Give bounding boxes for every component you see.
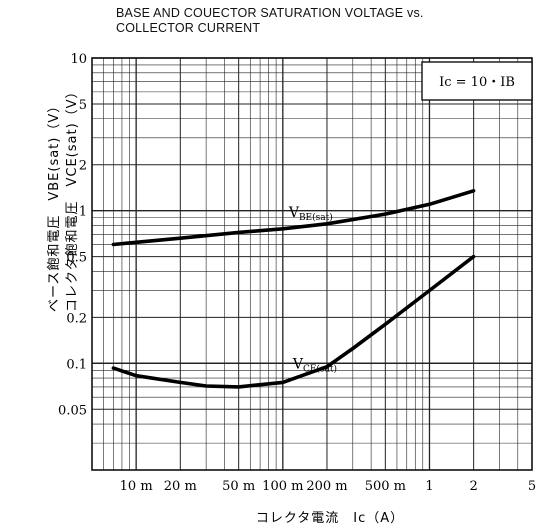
y-tick-labels: 10 5 2 1 0.5 0.2 0.1 0.05 [58, 52, 87, 418]
vbe-sat-label: VBE(sat) [288, 205, 333, 223]
y-tick-label: 0.5 [66, 251, 87, 266]
y-axis-label-vbe: ベース飽和電圧 VBE(sat)（V） [47, 99, 62, 312]
series-labels: VBE(sat) VCE(sat) [288, 205, 337, 375]
vbe-sat-line [111, 189, 476, 247]
chart-title-line-2: COLLECTOR CURRENT [116, 21, 261, 35]
vce-sat-label: VCE(sat) [292, 356, 337, 374]
y-tick-label: 1 [79, 205, 87, 220]
series-lines [111, 189, 476, 389]
vce-sat-line [111, 254, 476, 389]
x-tick-label: 100 m [262, 479, 303, 494]
chart-title: BASE AND COUECTOR SATURATION VOLTAGE vs.… [116, 6, 536, 36]
x-tick-label: 200 m [306, 479, 347, 494]
y-tick-label: 0.1 [66, 357, 87, 372]
y-tick-label: 10 [70, 52, 87, 67]
x-tick-labels: 10 m 20 m 50 m 100 m 200 m 500 m 1 2 5 [120, 479, 536, 494]
chart-title-line-1: BASE AND COUECTOR SATURATION VOLTAGE vs. [116, 6, 424, 20]
x-tick-label: 20 m [164, 479, 197, 494]
y-tick-label: 5 [79, 98, 87, 113]
x-axis-label: コレクタ電流 Ic（A） [256, 511, 404, 526]
y-tick-label: 0.05 [58, 403, 87, 418]
x-tick-label: 1 [425, 479, 433, 494]
condition-annotation: Ic = 10・IB [439, 75, 515, 90]
condition-box: Ic = 10・IB [421, 61, 533, 101]
y-tick-label: 0.2 [66, 311, 87, 326]
minor-gridlines [92, 58, 532, 470]
x-tick-label: 5 [528, 479, 536, 494]
plot-frame [91, 57, 533, 471]
y-tick-label: 2 [79, 159, 87, 174]
x-tick-label: 500 m [365, 479, 406, 494]
x-tick-label: 50 m [222, 479, 255, 494]
x-tick-label: 10 m [120, 479, 153, 494]
x-tick-label: 2 [469, 479, 477, 494]
y-axis-label-vce: コレクタ飽和電圧 VCE(sat)（V） [65, 84, 80, 312]
